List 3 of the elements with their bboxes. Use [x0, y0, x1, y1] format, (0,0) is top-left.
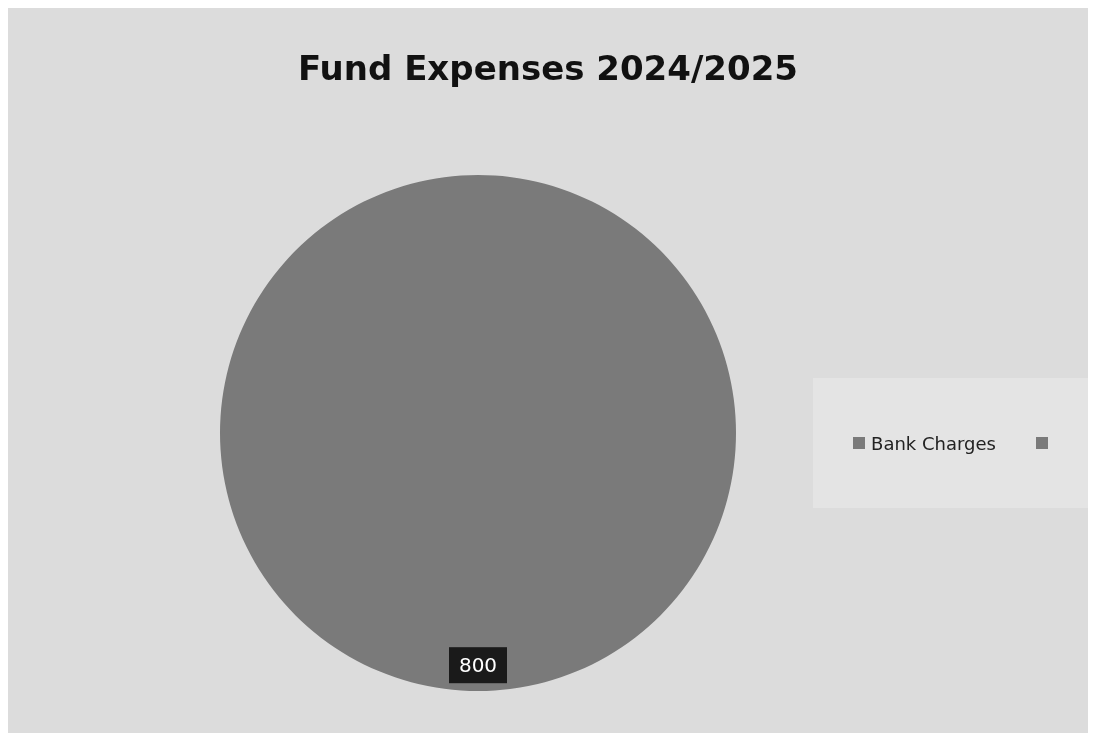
chart-title: Fund Expenses 2024/2025	[297, 48, 799, 88]
data-label: 800	[458, 653, 498, 678]
legend-label: Bank Charges	[871, 432, 996, 454]
